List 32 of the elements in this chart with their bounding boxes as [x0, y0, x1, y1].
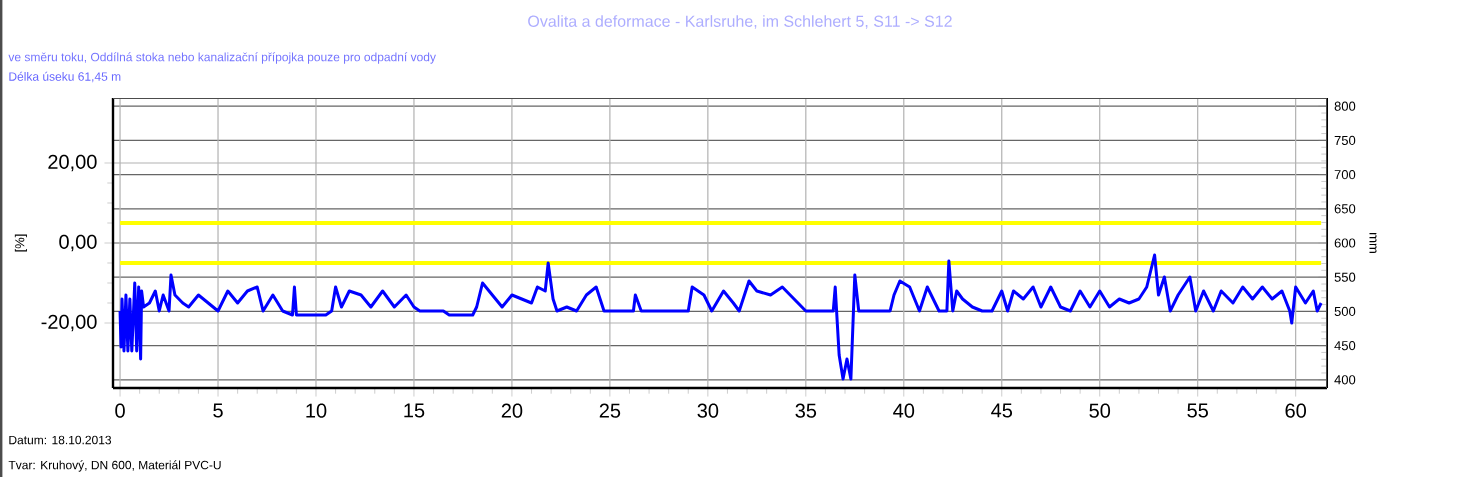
x-tick-label: 0	[115, 403, 125, 418]
y2-tick-label: 800	[1334, 101, 1356, 111]
x-tick-label: 30	[697, 403, 719, 418]
chart-subtitle: ve směru toku, Oddílná stoka nebo kanalizační přípojka pouze pro odpadní vody	[8, 52, 436, 64]
y2-tick-label: 500	[1334, 306, 1356, 316]
text: Délka úseku 61,45 m	[9, 71, 121, 83]
x-tick-label: 25	[599, 403, 621, 418]
y2-tick-label: 700	[1334, 170, 1356, 180]
y2-tick-label: 400	[1334, 375, 1356, 385]
x-tick-label: 45	[991, 403, 1013, 418]
x-tick-label: 15	[404, 403, 425, 418]
y2-tick-label: 450	[1334, 341, 1356, 351]
x-tick-label: 20	[501, 403, 523, 418]
y-tick-label: -20,00	[41, 314, 97, 332]
y-tick-label: 20,00	[48, 154, 97, 172]
text: Datum: 18.10.2013	[9, 435, 112, 445]
chart-title: Ovalita a deformace - Karlsruhe, im Schlehert 5, S11 -> S12	[528, 15, 952, 29]
y-axis-title: [%]	[14, 234, 27, 252]
y-tick-label: 0,00	[59, 234, 97, 252]
x-tick-label: 50	[1089, 403, 1111, 418]
y2-axis-title: mm	[1369, 233, 1377, 253]
x-tick-label: 40	[893, 403, 915, 418]
text: Tvar: Kruhový, DN 600, Materiál PVC-U	[8, 460, 221, 472]
x-tick-label: 60	[1285, 403, 1306, 418]
x-tick-label: 35	[795, 403, 817, 418]
y2-tick-label: 750	[1334, 135, 1356, 145]
y2-tick-label: 550	[1334, 272, 1356, 282]
x-tick-label: 55	[1187, 403, 1208, 418]
y2-tick-label: 600	[1334, 238, 1356, 248]
y2-tick-label: 650	[1334, 204, 1356, 214]
x-tick-label: 5	[213, 403, 223, 418]
x-tick-label: 10	[306, 403, 327, 418]
